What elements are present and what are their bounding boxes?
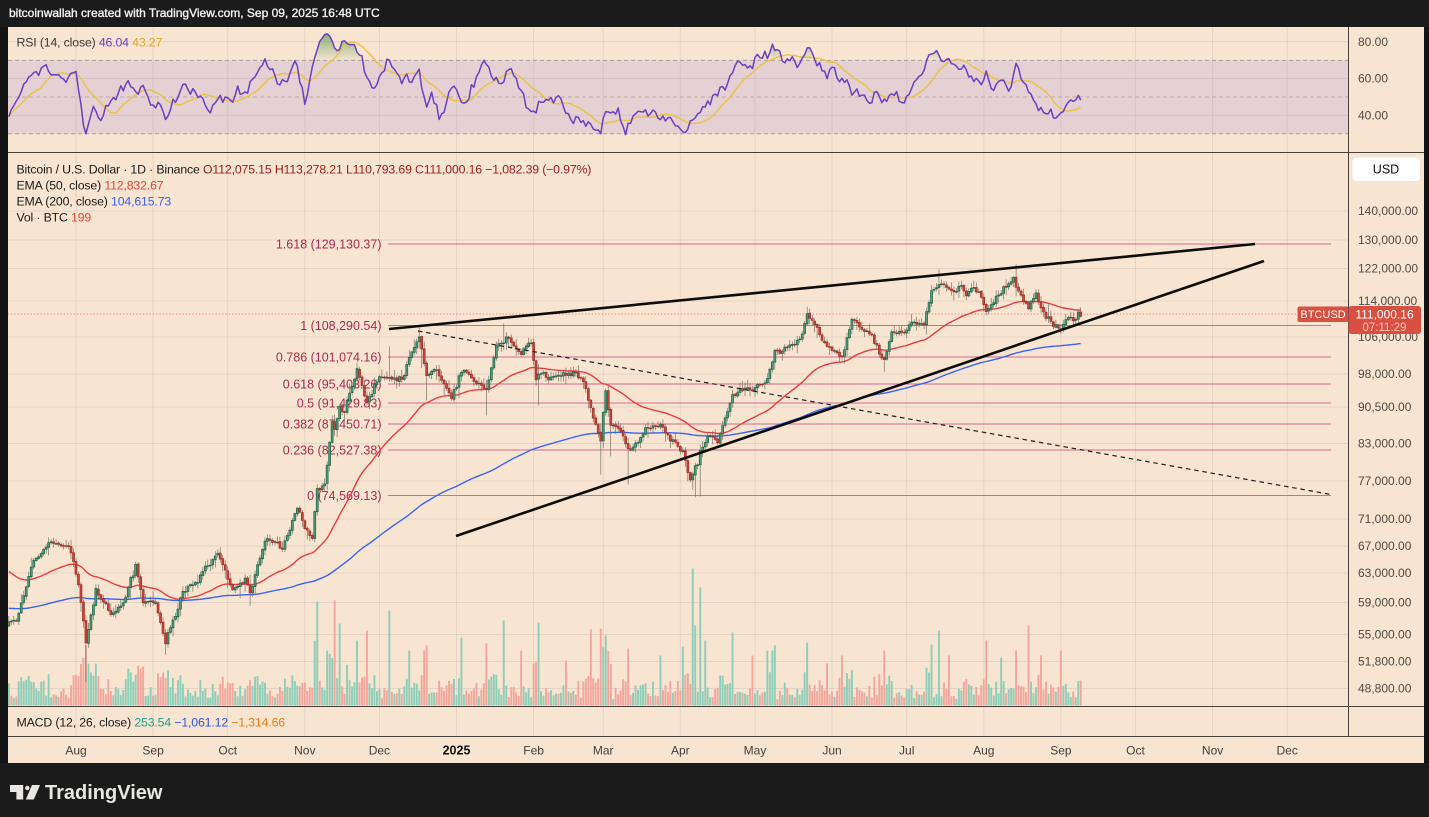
svg-text:77,000.00: 77,000.00 <box>1358 474 1412 488</box>
svg-text:MACD (12, 26, close) 253.54 −1: MACD (12, 26, close) 253.54 −1,061.12 −1… <box>17 715 286 729</box>
svg-text:60.00: 60.00 <box>1358 72 1388 86</box>
svg-text:Sep: Sep <box>142 744 164 758</box>
svg-text:Jul: Jul <box>899 744 914 758</box>
svg-text:Feb: Feb <box>523 744 544 758</box>
svg-text:EMA (50, close) 112,832.67: EMA (50, close) 112,832.67 <box>17 178 164 192</box>
svg-text:98,000.00: 98,000.00 <box>1358 367 1412 381</box>
svg-text:07:11:29: 07:11:29 <box>1363 322 1407 334</box>
svg-text:0.786 (101,074.16): 0.786 (101,074.16) <box>276 350 382 364</box>
svg-text:1 (108,290.54): 1 (108,290.54) <box>300 319 381 333</box>
svg-text:48,800.00: 48,800.00 <box>1358 682 1412 696</box>
svg-text:Aug: Aug <box>65 744 86 758</box>
svg-text:40.00: 40.00 <box>1358 109 1388 123</box>
svg-text:Mar: Mar <box>593 744 614 758</box>
svg-text:114,000.00: 114,000.00 <box>1358 294 1417 308</box>
svg-text:122,000.00: 122,000.00 <box>1358 262 1418 276</box>
svg-text:Oct: Oct <box>218 744 237 758</box>
svg-text:Oct: Oct <box>1126 744 1145 758</box>
svg-text:Dec: Dec <box>369 744 390 758</box>
svg-text:71,000.00: 71,000.00 <box>1358 512 1412 526</box>
svg-text:BTCUSD: BTCUSD <box>1300 309 1345 321</box>
svg-text:USD: USD <box>1373 163 1399 177</box>
svg-text:Vol · BTC 199: Vol · BTC 199 <box>17 210 92 224</box>
svg-text:111,000.16: 111,000.16 <box>1355 307 1414 321</box>
svg-text:Bitcoin / U.S. Dollar · 1D · B: Bitcoin / U.S. Dollar · 1D · Binance O11… <box>17 162 592 176</box>
svg-text:51,800.00: 51,800.00 <box>1358 655 1412 669</box>
svg-text:59,000.00: 59,000.00 <box>1358 596 1412 610</box>
svg-text:130,000.00: 130,000.00 <box>1358 233 1418 247</box>
svg-text:Nov: Nov <box>294 744 315 758</box>
svg-text:0 (74,569.13): 0 (74,569.13) <box>307 489 381 503</box>
svg-text:Dec: Dec <box>1277 744 1298 758</box>
svg-text:90,500.00: 90,500.00 <box>1358 400 1412 414</box>
svg-text:140,000.00: 140,000.00 <box>1358 204 1418 218</box>
svg-text:Sep: Sep <box>1050 744 1072 758</box>
svg-text:1.618 (129,130.37): 1.618 (129,130.37) <box>276 237 382 251</box>
svg-text:Jun: Jun <box>822 744 841 758</box>
svg-text:55,000.00: 55,000.00 <box>1358 628 1412 642</box>
svg-text:0.236 (82,527.38): 0.236 (82,527.38) <box>283 443 382 457</box>
svg-text:83,000.00: 83,000.00 <box>1358 437 1412 451</box>
svg-text:0.618 (95,403.26): 0.618 (95,403.26) <box>283 377 382 391</box>
svg-text:Nov: Nov <box>1202 744 1223 758</box>
svg-text:Aug: Aug <box>973 744 994 758</box>
svg-text:Apr: Apr <box>671 744 690 758</box>
svg-text:RSI (14, close) 46.04 43.27: RSI (14, close) 46.04 43.27 <box>17 36 163 50</box>
svg-text:2025: 2025 <box>443 744 471 758</box>
svg-text:0.5 (91,429.83): 0.5 (91,429.83) <box>297 396 382 410</box>
svg-text:67,000.00: 67,000.00 <box>1358 539 1412 553</box>
svg-text:EMA (200, close) 104,615.73: EMA (200, close) 104,615.73 <box>17 194 172 208</box>
svg-text:May: May <box>744 744 767 758</box>
svg-text:80.00: 80.00 <box>1358 35 1388 49</box>
svg-text:63,000.00: 63,000.00 <box>1358 566 1412 580</box>
